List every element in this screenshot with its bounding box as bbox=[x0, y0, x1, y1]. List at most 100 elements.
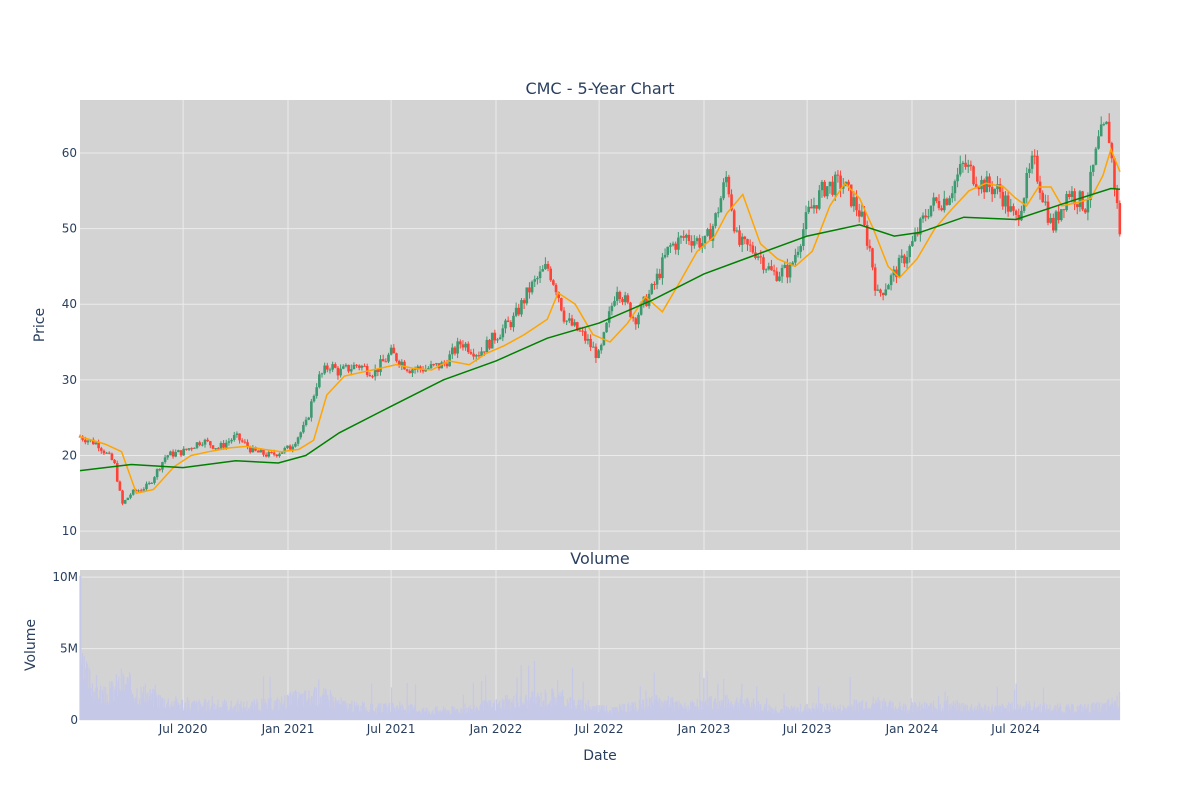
candle-body bbox=[381, 359, 385, 362]
candle-body bbox=[254, 447, 257, 451]
candle-body bbox=[155, 469, 159, 478]
volume-bar bbox=[564, 706, 566, 720]
volume-bar bbox=[973, 708, 975, 720]
candle-body bbox=[759, 256, 763, 258]
volume-bar bbox=[880, 708, 882, 720]
volume-bar bbox=[351, 700, 353, 720]
volume-bar bbox=[277, 709, 279, 720]
candle-body bbox=[453, 347, 457, 354]
volume-bar bbox=[514, 708, 517, 720]
volume-bar bbox=[1022, 706, 1024, 720]
volume-bar bbox=[495, 699, 498, 720]
volume-bar bbox=[225, 701, 227, 720]
volume-bar bbox=[1065, 706, 1067, 720]
volume-bar bbox=[546, 706, 548, 720]
volume-bar bbox=[745, 706, 747, 720]
volume-bar bbox=[794, 705, 796, 720]
candle-body bbox=[427, 368, 430, 370]
volume-bar bbox=[590, 709, 592, 720]
volume-bar bbox=[280, 702, 282, 720]
candle-body bbox=[1049, 217, 1052, 223]
x-tick-label: Jan 2024 bbox=[885, 722, 939, 736]
volume-bar bbox=[920, 705, 922, 720]
candle-body bbox=[746, 239, 749, 245]
volume-bar bbox=[528, 703, 531, 720]
volume-bar bbox=[119, 691, 122, 720]
volume-bar bbox=[539, 706, 541, 720]
volume-bar bbox=[255, 703, 257, 720]
volume-bar bbox=[625, 713, 627, 720]
volume-bar bbox=[673, 710, 675, 720]
volume-bar bbox=[455, 709, 457, 720]
volume-bar bbox=[1071, 704, 1073, 720]
volume-bar bbox=[166, 703, 168, 720]
volume-bar bbox=[985, 712, 988, 720]
candle-body bbox=[1030, 155, 1034, 169]
candle-body bbox=[312, 395, 316, 402]
volume-bar bbox=[1021, 708, 1023, 720]
candle-body bbox=[714, 213, 717, 227]
volume-bar bbox=[375, 708, 377, 720]
volume-bar bbox=[813, 708, 816, 720]
volume-bar bbox=[1108, 698, 1110, 720]
volume-bar bbox=[268, 698, 270, 720]
volume-bar bbox=[731, 707, 733, 720]
volume-bar bbox=[120, 668, 122, 720]
candle-body bbox=[1105, 121, 1108, 125]
volume-bar bbox=[523, 704, 525, 720]
volume-bar bbox=[643, 710, 645, 720]
volume-bar bbox=[286, 694, 289, 720]
volume-bar bbox=[885, 701, 887, 720]
candle-body bbox=[996, 184, 999, 190]
volume-bar bbox=[716, 708, 718, 720]
volume-bar bbox=[417, 712, 419, 720]
candle-body bbox=[716, 212, 720, 214]
volume-bar bbox=[361, 712, 363, 720]
volume-bar bbox=[663, 699, 665, 720]
volume-bar bbox=[326, 695, 328, 720]
candle-body bbox=[581, 330, 584, 332]
volume-bar bbox=[635, 707, 637, 720]
volume-bar bbox=[793, 709, 795, 720]
volume-bar bbox=[347, 708, 350, 720]
volume-bar bbox=[951, 705, 954, 720]
volume-bar bbox=[253, 699, 255, 720]
volume-bar bbox=[385, 702, 387, 720]
volume-bar bbox=[864, 709, 866, 720]
volume-bar bbox=[867, 708, 869, 720]
candle-body bbox=[756, 256, 760, 258]
volume-bar bbox=[309, 705, 312, 720]
volume-bar bbox=[84, 680, 86, 720]
volume-bar bbox=[423, 711, 426, 720]
candle-body bbox=[1017, 214, 1021, 221]
volume-bar bbox=[1076, 705, 1078, 720]
volume-bar bbox=[607, 713, 609, 720]
candle-body bbox=[84, 439, 87, 443]
candle-body bbox=[831, 181, 834, 195]
volume-bar bbox=[652, 705, 655, 720]
volume-bar bbox=[865, 702, 867, 720]
volume-bar bbox=[966, 711, 968, 720]
volume-bar bbox=[318, 679, 320, 720]
volume-bar bbox=[645, 690, 647, 720]
volume-bar bbox=[127, 677, 129, 720]
volume-bar bbox=[425, 707, 427, 720]
volume-bar bbox=[1043, 702, 1045, 720]
volume-bar bbox=[572, 701, 574, 720]
volume-bar bbox=[852, 706, 855, 720]
volume-bar bbox=[732, 704, 734, 720]
candle-body bbox=[1067, 193, 1071, 197]
candle-body bbox=[185, 448, 188, 450]
candle-body bbox=[950, 193, 954, 199]
volume-bar bbox=[208, 700, 210, 720]
volume-bar bbox=[931, 704, 933, 720]
volume-bar bbox=[633, 710, 636, 720]
volume-bar bbox=[243, 708, 246, 720]
volume-bar bbox=[374, 711, 376, 720]
volume-bar bbox=[528, 665, 530, 720]
volume-bar bbox=[345, 706, 347, 720]
volume-bar bbox=[468, 712, 470, 720]
volume-bar bbox=[103, 686, 105, 720]
volume-bar bbox=[81, 652, 84, 720]
